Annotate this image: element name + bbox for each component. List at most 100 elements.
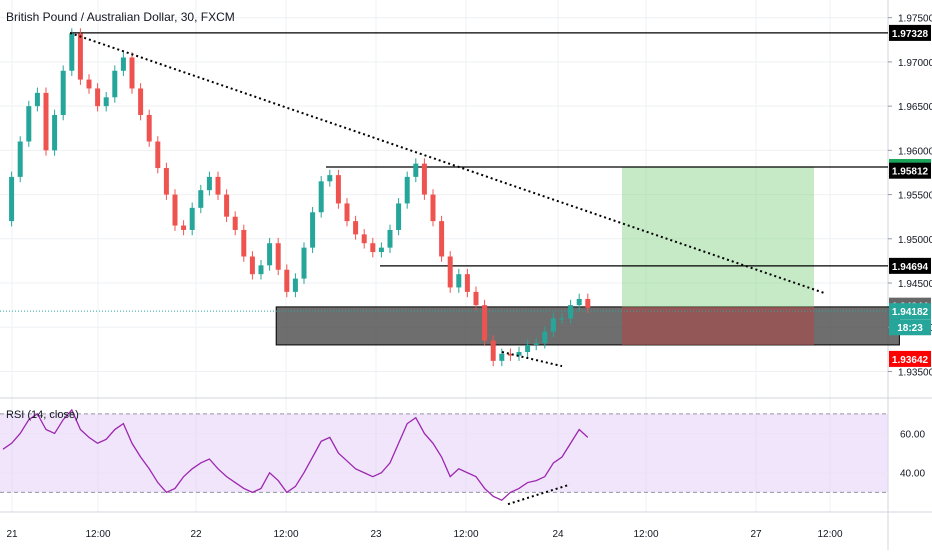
candle-body xyxy=(507,353,513,356)
candle-body xyxy=(550,318,556,332)
time-axis-tick-label: 21 xyxy=(6,529,18,540)
candle-body xyxy=(198,190,204,208)
candle-body xyxy=(292,278,298,292)
candle-body xyxy=(120,57,126,71)
price-axis-tick-label: 1.97500 xyxy=(898,14,932,25)
candle-body xyxy=(34,92,40,107)
price-axis-tick-label: 1.97000 xyxy=(898,58,932,69)
candle-body xyxy=(43,92,49,151)
rsi-trendline xyxy=(507,483,571,506)
candle-body xyxy=(249,256,255,275)
position-profit-zone xyxy=(622,166,814,307)
candle-body xyxy=(353,221,359,235)
time-axis-tick-label: 12:00 xyxy=(817,529,842,540)
trendline-dotted xyxy=(69,31,827,295)
candle-body xyxy=(146,114,152,142)
candle-body xyxy=(473,291,479,306)
candle-body xyxy=(387,229,393,248)
candle-body xyxy=(206,176,212,191)
position-loss-zone xyxy=(622,306,814,345)
candle-body xyxy=(318,181,324,213)
price-label-text: 18:23 xyxy=(897,323,923,334)
candle-body xyxy=(155,141,161,169)
price-label-badge xyxy=(889,24,931,41)
candle-body xyxy=(232,216,238,230)
rsi-axis-tick-label: 60.00 xyxy=(900,429,925,440)
time-axis-tick-label: 23 xyxy=(370,529,382,540)
candle-body xyxy=(77,33,83,80)
candle-body xyxy=(26,106,32,142)
candle-body xyxy=(9,176,15,222)
price-axis-tick-label: 1.94500 xyxy=(898,279,932,290)
candle-body xyxy=(542,331,548,344)
candle-body xyxy=(482,305,488,341)
rsi-axis-tick-label: 40.00 xyxy=(900,469,925,480)
price-label-badge xyxy=(889,162,931,179)
time-axis-tick-label: 12:00 xyxy=(273,529,298,540)
time-axis-tick-label: 24 xyxy=(552,529,564,540)
candle-body xyxy=(525,344,531,353)
candle-body xyxy=(361,234,367,244)
time-axis-tick-label: 12:00 xyxy=(85,529,110,540)
candle-body xyxy=(370,243,376,253)
price-label-text: 1.95812 xyxy=(892,167,929,178)
candle-body xyxy=(181,225,187,230)
support-trendline xyxy=(501,351,563,368)
candle-body xyxy=(464,274,470,292)
candle-body xyxy=(327,175,333,182)
time-axis-tick-label: 12:00 xyxy=(633,529,658,540)
price-label-text: 1.94694 xyxy=(892,262,929,273)
rsi-band xyxy=(0,413,888,493)
price-label-badge xyxy=(889,303,931,320)
price-axis-tick-label: 1.93500 xyxy=(898,367,932,378)
candle-body xyxy=(344,203,350,222)
candle-body xyxy=(568,305,574,319)
candle-body xyxy=(163,168,169,195)
candle-body xyxy=(17,141,23,177)
price-axis-tick-label: 1.95500 xyxy=(898,191,932,202)
candle-body xyxy=(413,163,419,177)
rsi-line xyxy=(2,408,589,501)
candle-body xyxy=(456,274,462,288)
candle-body xyxy=(576,298,582,306)
candle-body xyxy=(404,176,410,204)
candle-body xyxy=(95,88,101,107)
candle-body xyxy=(215,176,221,195)
price-label-badge xyxy=(889,350,931,367)
candle-body xyxy=(559,318,565,320)
candle-body xyxy=(378,247,384,253)
candle-body xyxy=(189,207,195,230)
candle-body xyxy=(396,203,402,230)
candle-body xyxy=(447,256,453,288)
time-axis-tick-label: 22 xyxy=(190,529,202,540)
price-axis-tick-label: 1.96500 xyxy=(898,102,932,113)
candle-body xyxy=(258,265,264,275)
rsi-title: RSI (14, close) xyxy=(6,409,79,421)
candle-body xyxy=(533,343,539,345)
candle-body xyxy=(172,194,178,226)
candle-body xyxy=(60,70,66,115)
price-label-text: 1.93642 xyxy=(892,355,929,366)
price-axis-tick-label: 1.96000 xyxy=(898,146,932,157)
chart-title: British Pound / Australian Dollar, 30, F… xyxy=(6,10,235,24)
candle-body xyxy=(224,194,230,217)
candle-body xyxy=(439,221,445,257)
candle-body xyxy=(301,247,307,279)
price-label-text: 1.94182 xyxy=(892,307,929,318)
candle-body xyxy=(241,229,247,257)
price-axis-tick-label: 1.95000 xyxy=(898,235,932,246)
candle-body xyxy=(69,33,75,71)
time-axis-tick-label: 27 xyxy=(750,529,762,540)
candle-body xyxy=(86,79,92,89)
candle-body xyxy=(52,114,58,151)
candle-body xyxy=(335,175,341,204)
candle-body xyxy=(138,88,144,115)
candle-body xyxy=(516,352,522,356)
candle-body xyxy=(421,163,427,195)
candle-body xyxy=(499,353,505,361)
time-axis-tick-label: 12:00 xyxy=(453,529,478,540)
candle-body xyxy=(310,212,316,248)
candle-body xyxy=(129,57,135,89)
